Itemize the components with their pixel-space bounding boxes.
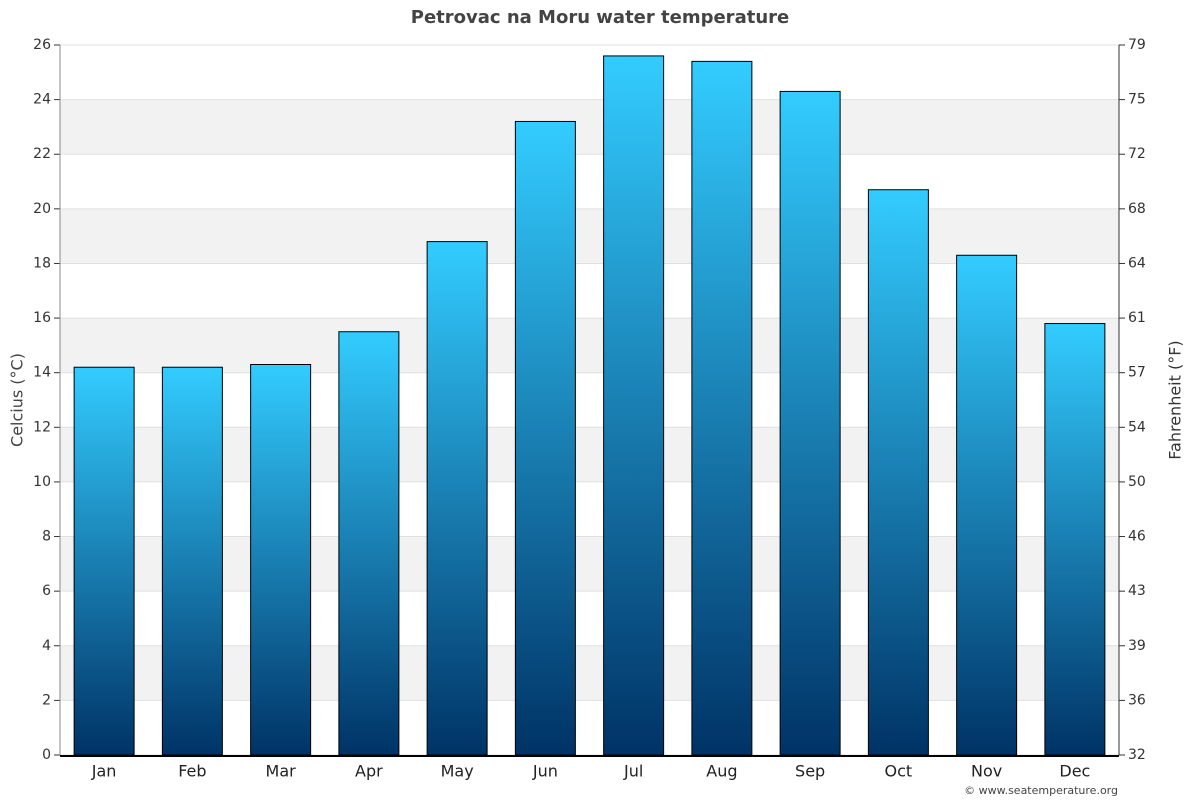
y2-tick-label: 79 — [1128, 37, 1146, 53]
y-tick-label: 2 — [42, 692, 51, 708]
y-tick-label: 24 — [33, 92, 51, 108]
y-tick-label: 26 — [33, 37, 51, 53]
bar — [73, 366, 135, 756]
y2-tick-label: 54 — [1128, 419, 1146, 435]
bar — [691, 60, 753, 756]
grid-band — [60, 208, 1119, 264]
grid-band — [60, 645, 1119, 701]
bar — [867, 189, 929, 756]
x-tick-label: Oct — [885, 762, 913, 781]
x-tick-label: Aug — [706, 762, 737, 781]
y2-tick-label: 32 — [1128, 747, 1146, 763]
y2-tick-label: 43 — [1128, 583, 1146, 599]
x-tick-label: Nov — [971, 762, 1002, 781]
y2-tick-label: 64 — [1128, 255, 1146, 271]
y2-tick-label: 39 — [1128, 638, 1146, 654]
y-tick-label: 16 — [33, 310, 51, 326]
x-tick-label: Jul — [623, 762, 643, 781]
y2-tick-label: 75 — [1128, 92, 1146, 108]
x-tick-label: Sep — [795, 762, 825, 781]
grid-band — [60, 536, 1119, 592]
y-tick-label: 6 — [42, 583, 51, 599]
y-tick-label: 18 — [33, 255, 51, 271]
bar — [161, 366, 223, 756]
y2-tick-label: 46 — [1128, 529, 1146, 545]
y2-tick-label: 57 — [1128, 365, 1146, 381]
y2-tick-label: 61 — [1128, 310, 1146, 326]
y2-tick-label: 36 — [1128, 692, 1146, 708]
x-tick-label: Apr — [355, 762, 383, 781]
grid-band — [60, 427, 1119, 482]
y-tick-label: 8 — [42, 529, 51, 545]
x-tick-label: Feb — [178, 762, 206, 781]
y2-tick-label: 72 — [1128, 146, 1146, 162]
x-tick-label: Jun — [532, 762, 558, 781]
y-tick-label: 4 — [42, 638, 51, 654]
bar — [779, 90, 841, 756]
y2-axis-label: Fahrenheit (°F) — [1166, 340, 1185, 459]
y2-tick-label: 68 — [1128, 201, 1146, 217]
credit: © www.seatemperature.org — [964, 784, 1118, 797]
y-tick-label: 10 — [33, 474, 51, 490]
x-tick-label: Jan — [91, 762, 117, 781]
bar — [338, 331, 400, 756]
y-axis-label: Celcius (°C) — [8, 353, 27, 447]
grid-band — [60, 318, 1119, 373]
y-tick-label: 0 — [42, 747, 51, 763]
chart-title: Petrovac na Moru water temperature — [411, 7, 789, 28]
y-tick-label: 22 — [33, 146, 51, 162]
x-tick-label: Mar — [266, 762, 297, 781]
x-tick-label: Dec — [1059, 762, 1090, 781]
x-tick-label: May — [441, 762, 474, 781]
bar — [1044, 323, 1106, 756]
y-tick-label: 20 — [33, 201, 51, 217]
bar — [514, 120, 576, 756]
y-tick-label: 12 — [33, 419, 51, 435]
bar — [603, 55, 665, 756]
grid-band — [60, 99, 1119, 155]
bar — [956, 254, 1018, 756]
y2-tick-label: 50 — [1128, 474, 1146, 490]
y-tick-label: 14 — [33, 365, 51, 381]
bar — [426, 241, 488, 756]
bar — [250, 364, 312, 756]
